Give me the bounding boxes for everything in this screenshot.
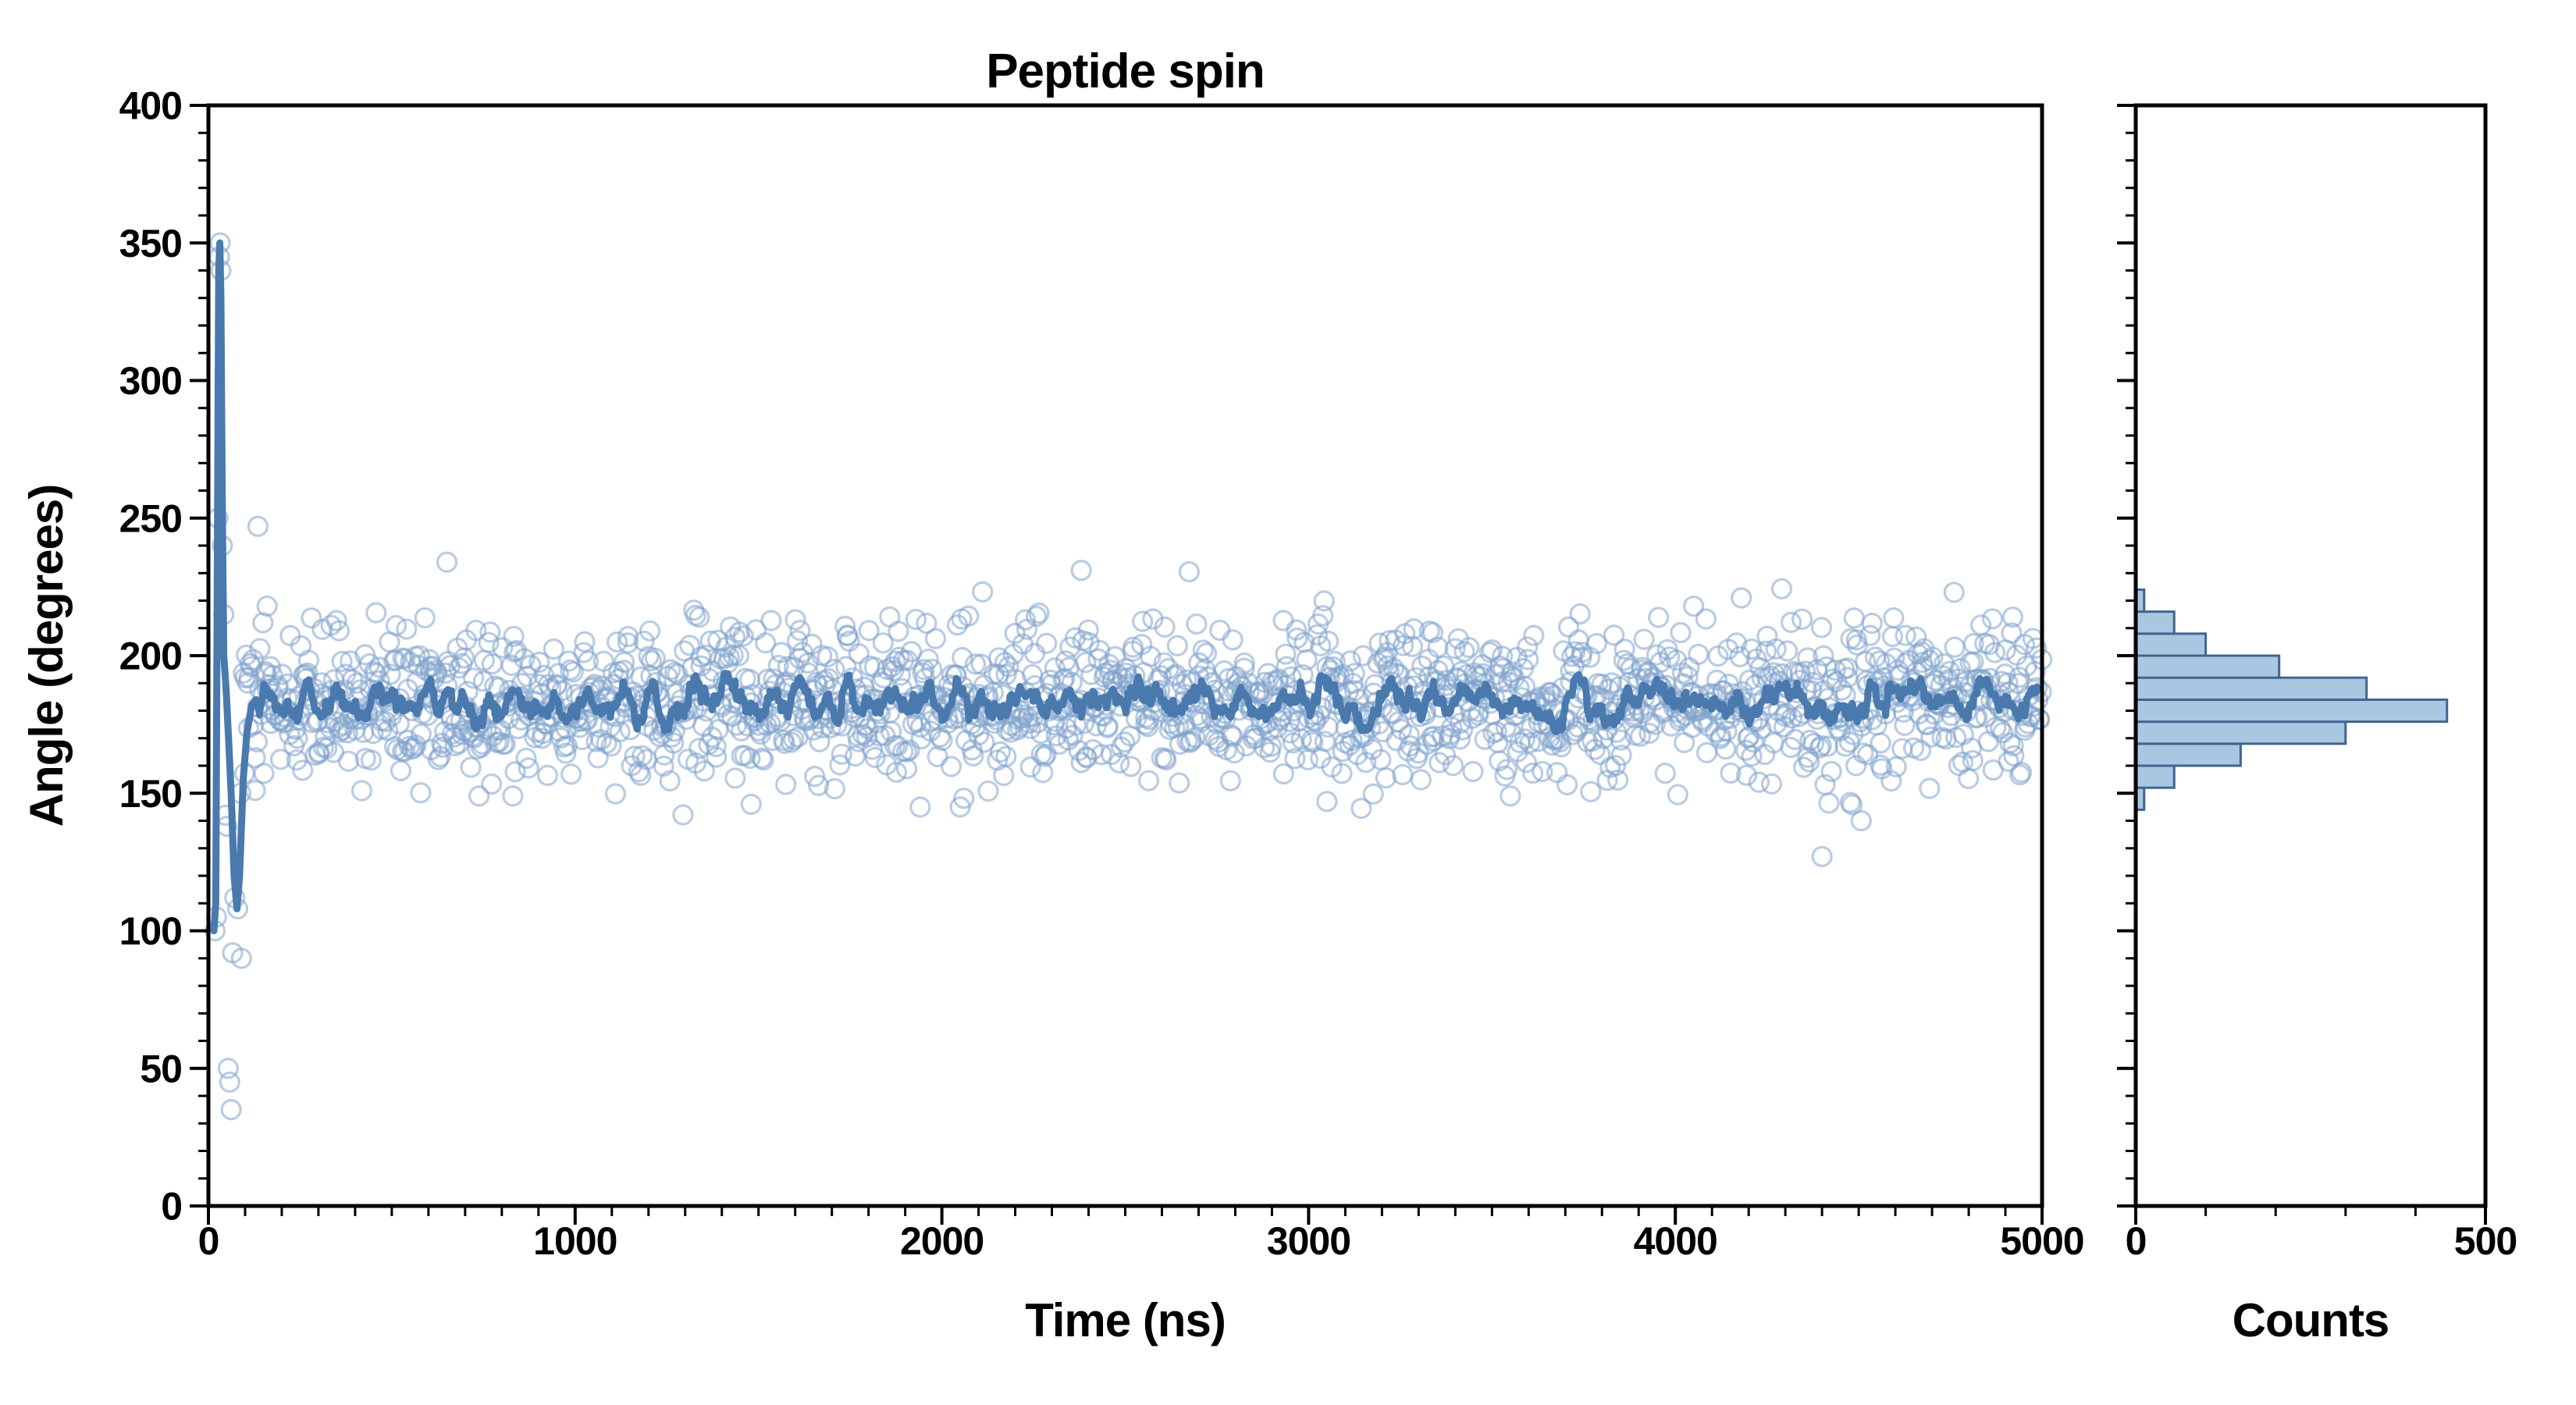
histogram-bar xyxy=(2134,764,2176,789)
histogram-bar xyxy=(2134,742,2242,767)
y-tick-label: 100 xyxy=(119,909,182,953)
counts-tick-label: 500 xyxy=(2454,1219,2517,1263)
x-tick-label: 0 xyxy=(198,1219,219,1263)
histogram-bar xyxy=(2134,720,2347,745)
histogram-bars xyxy=(2134,588,2449,811)
histogram-bar xyxy=(2134,676,2368,701)
y-axis-label: Angle (degrees) xyxy=(20,485,73,827)
y-tick-label: 350 xyxy=(119,222,182,265)
counts-tick-label: 0 xyxy=(2126,1219,2147,1263)
x-tick-label: 2000 xyxy=(900,1219,984,1263)
x-tick-label: 4000 xyxy=(1634,1219,1717,1263)
counts-axis-label: Counts xyxy=(2233,1294,2389,1346)
running-mean-line xyxy=(210,239,2041,934)
x-tick-label: 1000 xyxy=(533,1219,617,1263)
chart-title: Peptide spin xyxy=(986,44,1265,98)
histogram-bar xyxy=(2134,632,2208,657)
y-tick-label: 200 xyxy=(119,635,182,678)
y-tick-label: 250 xyxy=(119,496,182,540)
histogram-bar xyxy=(2134,654,2281,679)
x-tick-label: 3000 xyxy=(1267,1219,1350,1263)
axis-ticks xyxy=(190,104,2487,1225)
histogram-bar xyxy=(2134,698,2449,724)
histogram-bar xyxy=(2134,610,2176,635)
y-tick-label: 400 xyxy=(119,84,182,128)
y-tick-label: 0 xyxy=(161,1185,182,1229)
y-tick-label: 300 xyxy=(119,359,182,403)
x-axis-label: Time (ns) xyxy=(1025,1294,1226,1346)
y-tick-label: 150 xyxy=(119,772,182,816)
y-tick-label: 50 xyxy=(140,1047,182,1090)
x-tick-label: 5000 xyxy=(2000,1219,2083,1263)
